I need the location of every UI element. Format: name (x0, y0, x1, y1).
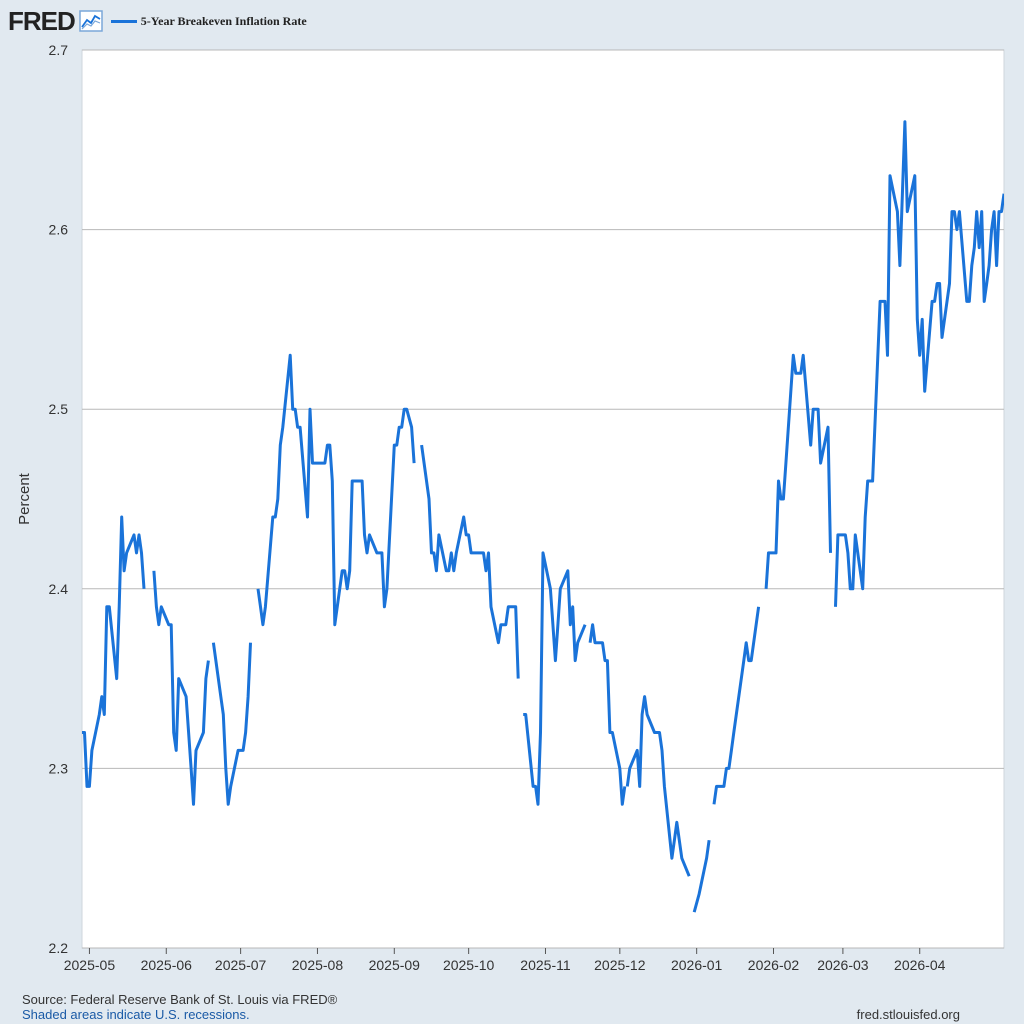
legend-line-swatch (110, 19, 137, 23)
y-tick-label: 2.4 (49, 581, 69, 597)
y-tick-label: 2.7 (49, 42, 69, 58)
x-tick-label: 2025-09 (369, 957, 421, 973)
series-line-segment (152, 570, 210, 806)
series-line-segment (256, 353, 416, 627)
x-tick-label: 2026-04 (894, 957, 946, 973)
x-tick-label: 2026-01 (671, 957, 723, 973)
y-tick-label: 2.3 (49, 760, 69, 776)
series-line-segment (692, 839, 711, 913)
y-tick-label: 2.6 (49, 222, 69, 238)
x-tick-label: 2025-08 (292, 957, 344, 973)
source-note: Source: Federal Reserve Bank of St. Loui… (22, 992, 338, 1007)
x-tick-label: 2025-11 (520, 957, 571, 973)
series-line-segment (712, 606, 761, 805)
x-tick-label: 2025-12 (594, 957, 646, 973)
y-tick-label: 2.5 (49, 401, 69, 417)
site-link[interactable]: fred.stlouisfed.org (856, 1007, 960, 1022)
series-line-segment (211, 642, 252, 806)
plot-area (81, 49, 1005, 949)
x-tick-label: 2025-05 (64, 957, 116, 973)
series-line-segment (764, 353, 832, 589)
x-tick-label: 2026-02 (748, 957, 800, 973)
series-line-segment (834, 120, 1004, 607)
chart-header: FRED 5-Year Breakeven Inflation Rate (8, 6, 307, 36)
series-line-segment (625, 695, 691, 877)
x-tick-label: 2025-07 (215, 957, 267, 973)
x-tick-label: 2026-03 (817, 957, 869, 973)
y-axis-label: Percent (16, 472, 33, 525)
y-tick-label: 2.2 (49, 940, 69, 956)
fred-logo[interactable]: FRED (8, 6, 76, 36)
series-line-segment (82, 515, 146, 788)
series-line-segment (420, 444, 520, 679)
series-line-segment (523, 551, 587, 806)
x-tick-label: 2025-06 (141, 957, 193, 973)
legend-series-label: 5-Year Breakeven Inflation Rate (140, 13, 307, 28)
x-tick-label: 2025-10 (443, 957, 495, 973)
trend-chart-icon (79, 10, 103, 32)
recessions-note: Shaded areas indicate U.S. recessions. (22, 1007, 250, 1022)
series-line-segment (588, 623, 627, 806)
